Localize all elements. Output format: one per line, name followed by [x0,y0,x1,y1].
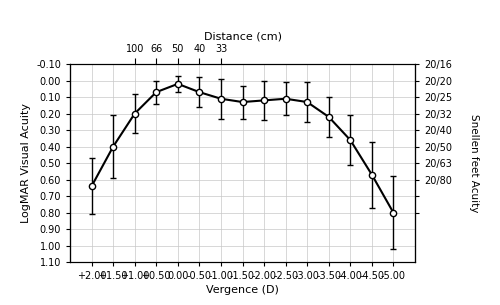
X-axis label: Vergence (D): Vergence (D) [206,285,279,296]
Y-axis label: LogMAR Visual Acuity: LogMAR Visual Acuity [20,103,30,223]
Y-axis label: Snellen feet Acuity: Snellen feet Acuity [469,114,479,212]
X-axis label: Distance (cm): Distance (cm) [204,31,282,41]
